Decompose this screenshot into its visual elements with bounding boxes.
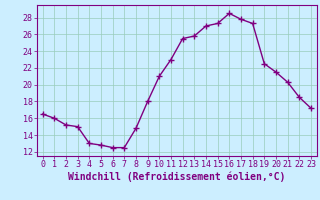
X-axis label: Windchill (Refroidissement éolien,°C): Windchill (Refroidissement éolien,°C) xyxy=(68,172,285,182)
